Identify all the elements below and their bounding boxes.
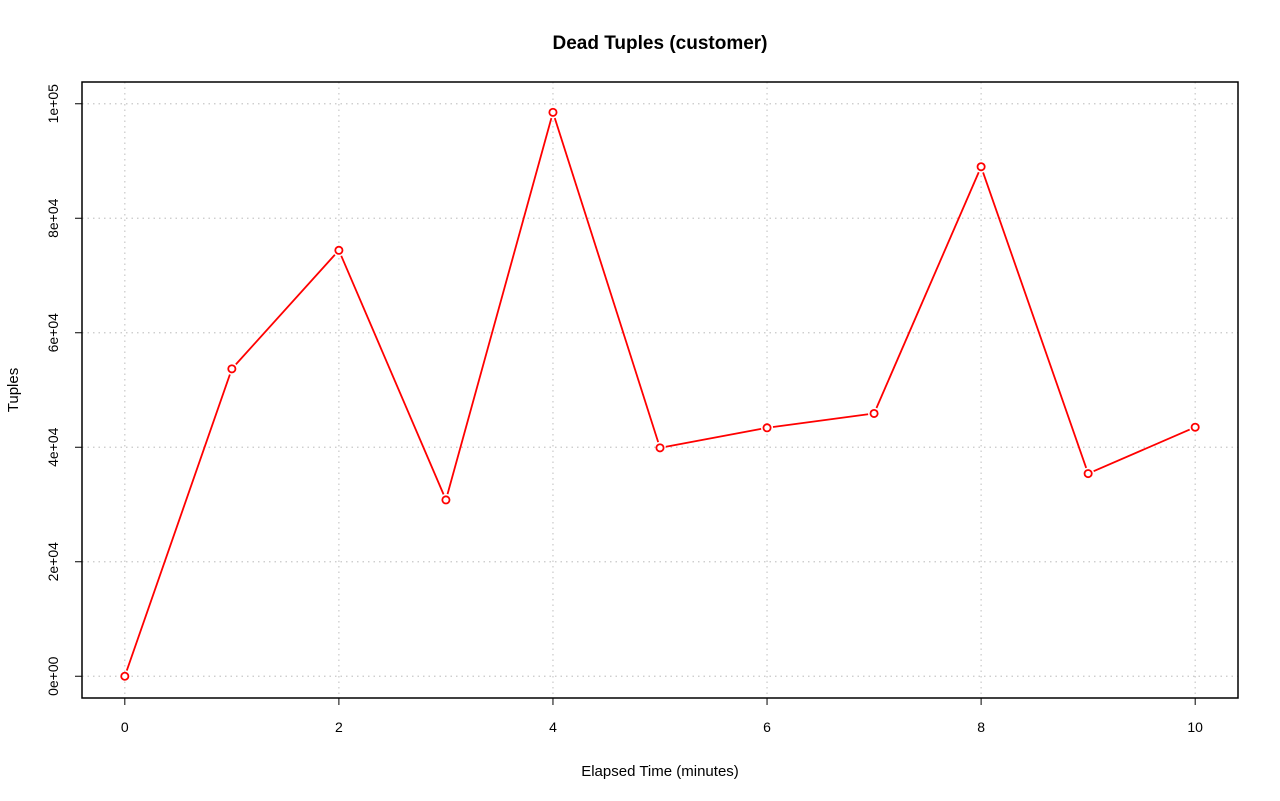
- y-tick-label: 0e+00: [45, 656, 61, 696]
- y-tick-label: 1e+05: [45, 84, 61, 124]
- x-tick-label: 0: [121, 719, 129, 735]
- x-tick-label: 6: [763, 719, 771, 735]
- data-point: [869, 408, 879, 418]
- series-line-segment: [1093, 428, 1191, 473]
- data-point: [334, 245, 344, 255]
- y-axis-label: Tuples: [5, 368, 22, 412]
- chart-title: Dead Tuples (customer): [552, 33, 767, 54]
- y-tick-label: 2e+04: [45, 542, 61, 582]
- x-axis: 0 2 4 6 8 10: [121, 698, 1203, 735]
- series-line-segment: [553, 117, 660, 443]
- series-line-segment: [125, 374, 231, 671]
- series-line-segment: [982, 172, 1088, 469]
- data-point: [441, 495, 451, 505]
- x-axis-label: Elapsed Time (minutes): [581, 763, 739, 780]
- x-tick-label: 8: [977, 719, 985, 735]
- data-point: [655, 443, 665, 453]
- series: [120, 107, 1200, 681]
- data-point: [762, 423, 772, 433]
- data-point: [1083, 469, 1093, 479]
- y-tick-label: 6e+04: [45, 313, 61, 353]
- grid: [82, 82, 1238, 698]
- data-point: [1190, 422, 1200, 432]
- data-point: [120, 671, 130, 681]
- plot-frame: [81, 81, 1239, 699]
- series-line-segment: [235, 254, 336, 365]
- data-point: [976, 162, 986, 172]
- y-axis: 0e+00 2e+04 4e+04 6e+04 8e+04 1e+05: [45, 84, 82, 696]
- data-point: [548, 107, 558, 117]
- series-line-segment: [446, 117, 553, 495]
- series-line-segment: [875, 171, 980, 409]
- x-tick-label: 10: [1187, 719, 1203, 735]
- series-line-segment: [665, 428, 762, 448]
- x-tick-label: 4: [549, 719, 557, 735]
- y-tick-label: 8e+04: [45, 198, 61, 238]
- series-line-segment: [340, 255, 445, 495]
- x-tick-label: 2: [335, 719, 343, 735]
- y-tick-label: 4e+04: [45, 427, 61, 467]
- series-line-segment: [772, 413, 869, 428]
- data-point: [227, 364, 237, 374]
